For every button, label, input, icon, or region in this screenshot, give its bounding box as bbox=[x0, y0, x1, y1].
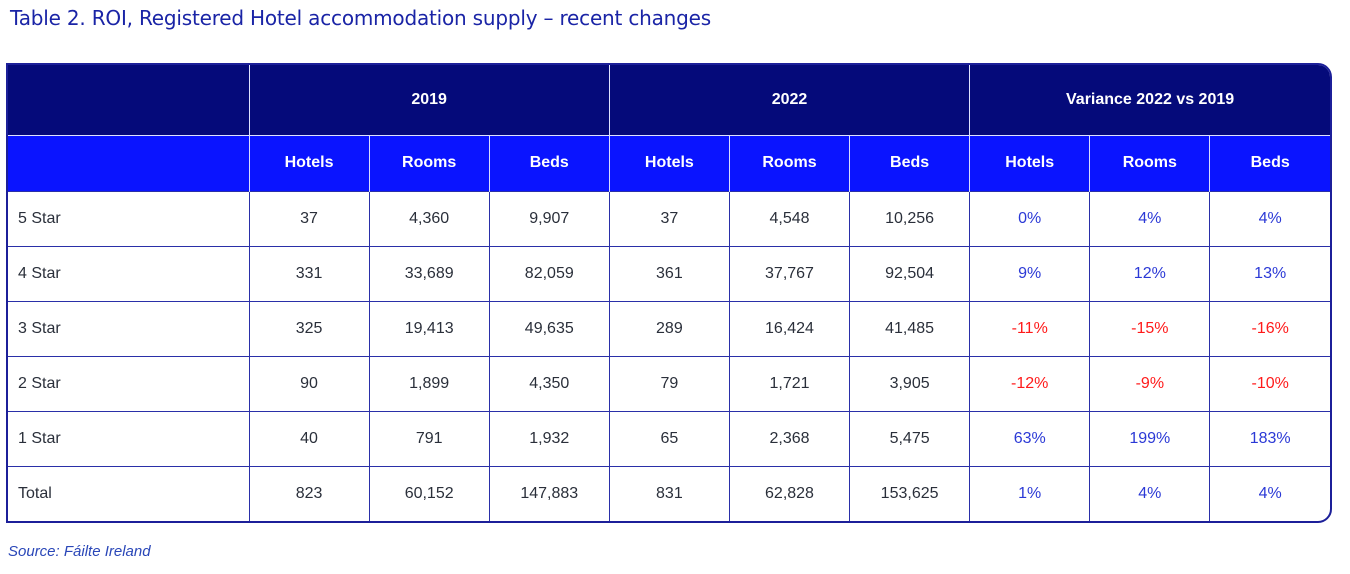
value-cell: 90 bbox=[249, 355, 370, 411]
column-header: Beds bbox=[849, 135, 971, 191]
row-label: 3 Star bbox=[8, 300, 250, 356]
value-cell: 325 bbox=[249, 300, 370, 356]
value-cell: 361 bbox=[609, 245, 730, 301]
variance-cell: -9% bbox=[1089, 355, 1211, 411]
variance-cell: 4% bbox=[1089, 190, 1211, 246]
variance-cell: 1% bbox=[969, 465, 1091, 521]
column-header: Beds bbox=[489, 135, 610, 191]
row-label: 4 Star bbox=[8, 245, 250, 301]
group-header-2019: 2019 bbox=[249, 65, 610, 136]
variance-cell: 199% bbox=[1089, 410, 1211, 466]
variance-cell: 4% bbox=[1089, 465, 1211, 521]
value-cell: 1,932 bbox=[489, 410, 610, 466]
value-cell: 82,059 bbox=[489, 245, 610, 301]
value-cell: 10,256 bbox=[849, 190, 971, 246]
value-cell: 2,368 bbox=[729, 410, 851, 466]
value-cell: 40 bbox=[249, 410, 370, 466]
value-cell: 147,883 bbox=[489, 465, 610, 521]
value-cell: 37 bbox=[249, 190, 370, 246]
table-row: 4 Star 331 33,689 82,059 361 37,767 92,504 9% 12… bbox=[8, 245, 1330, 301]
column-header: Hotels bbox=[249, 135, 370, 191]
variance-cell: 0% bbox=[969, 190, 1091, 246]
column-header: Rooms bbox=[1089, 135, 1211, 191]
variance-cell: 13% bbox=[1209, 245, 1330, 301]
variance-cell: -16% bbox=[1209, 300, 1330, 356]
value-cell: 41,485 bbox=[849, 300, 971, 356]
variance-cell: 183% bbox=[1209, 410, 1330, 466]
table-row: 3 Star 325 19,413 49,635 289 16,424 41,485 -11%… bbox=[8, 300, 1330, 356]
source-note: Source: Fáilte Ireland bbox=[8, 543, 151, 560]
variance-cell: 9% bbox=[969, 245, 1091, 301]
value-cell: 4,350 bbox=[489, 355, 610, 411]
value-cell: 16,424 bbox=[729, 300, 851, 356]
table-row: 5 Star 37 4,360 9,907 37 4,548 10,256 0% 4% 4% bbox=[8, 190, 1330, 246]
group-header-2022: 2022 bbox=[609, 65, 971, 136]
value-cell: 49,635 bbox=[489, 300, 610, 356]
variance-cell: -10% bbox=[1209, 355, 1330, 411]
value-cell: 289 bbox=[609, 300, 730, 356]
value-cell: 37,767 bbox=[729, 245, 851, 301]
column-header: Rooms bbox=[369, 135, 490, 191]
value-cell: 19,413 bbox=[369, 300, 490, 356]
table-row: Total 823 60,152 147,883 831 62,828 153,625 1% 4… bbox=[8, 465, 1330, 521]
variance-cell: -15% bbox=[1089, 300, 1211, 356]
column-header: Beds bbox=[1209, 135, 1330, 191]
value-cell: 79 bbox=[609, 355, 730, 411]
value-cell: 791 bbox=[369, 410, 490, 466]
table-row: 1 Star 40 791 1,932 65 2,368 5,475 63% 199% 183% bbox=[8, 410, 1330, 466]
value-cell: 3,905 bbox=[849, 355, 971, 411]
value-cell: 92,504 bbox=[849, 245, 971, 301]
value-cell: 60,152 bbox=[369, 465, 490, 521]
value-cell: 5,475 bbox=[849, 410, 971, 466]
column-header: Hotels bbox=[969, 135, 1091, 191]
supply-table-container: 2019 2022 Variance 2022 vs 2019 Hotels R… bbox=[6, 63, 1332, 523]
row-label-header bbox=[8, 135, 250, 191]
row-label: 2 Star bbox=[8, 355, 250, 411]
table-row: 2 Star 90 1,899 4,350 79 1,721 3,905 -12% -9% -10… bbox=[8, 355, 1330, 411]
supply-table: 2019 2022 Variance 2022 vs 2019 Hotels R… bbox=[8, 65, 1330, 521]
variance-cell: -11% bbox=[969, 300, 1091, 356]
value-cell: 1,721 bbox=[729, 355, 851, 411]
corner-cell bbox=[8, 65, 250, 136]
value-cell: 831 bbox=[609, 465, 730, 521]
table-title: Table 2. ROI, Registered Hotel accommoda… bbox=[10, 6, 711, 30]
value-cell: 4,548 bbox=[729, 190, 851, 246]
row-label: 1 Star bbox=[8, 410, 250, 466]
value-cell: 331 bbox=[249, 245, 370, 301]
column-header-row: Hotels Rooms Beds Hotels Rooms Beds Hote… bbox=[8, 135, 1330, 191]
row-label: 5 Star bbox=[8, 190, 250, 246]
variance-cell: 63% bbox=[969, 410, 1091, 466]
column-header: Rooms bbox=[729, 135, 851, 191]
value-cell: 37 bbox=[609, 190, 730, 246]
variance-cell: -12% bbox=[969, 355, 1091, 411]
value-cell: 4,360 bbox=[369, 190, 490, 246]
value-cell: 823 bbox=[249, 465, 370, 521]
row-label: Total bbox=[8, 465, 250, 521]
variance-cell: 4% bbox=[1209, 465, 1330, 521]
value-cell: 9,907 bbox=[489, 190, 610, 246]
value-cell: 62,828 bbox=[729, 465, 851, 521]
variance-cell: 12% bbox=[1089, 245, 1211, 301]
group-header-row: 2019 2022 Variance 2022 vs 2019 bbox=[8, 65, 1330, 136]
group-header-variance: Variance 2022 vs 2019 bbox=[969, 65, 1330, 136]
value-cell: 65 bbox=[609, 410, 730, 466]
value-cell: 1,899 bbox=[369, 355, 490, 411]
variance-cell: 4% bbox=[1209, 190, 1330, 246]
column-header: Hotels bbox=[609, 135, 730, 191]
value-cell: 153,625 bbox=[849, 465, 971, 521]
value-cell: 33,689 bbox=[369, 245, 490, 301]
